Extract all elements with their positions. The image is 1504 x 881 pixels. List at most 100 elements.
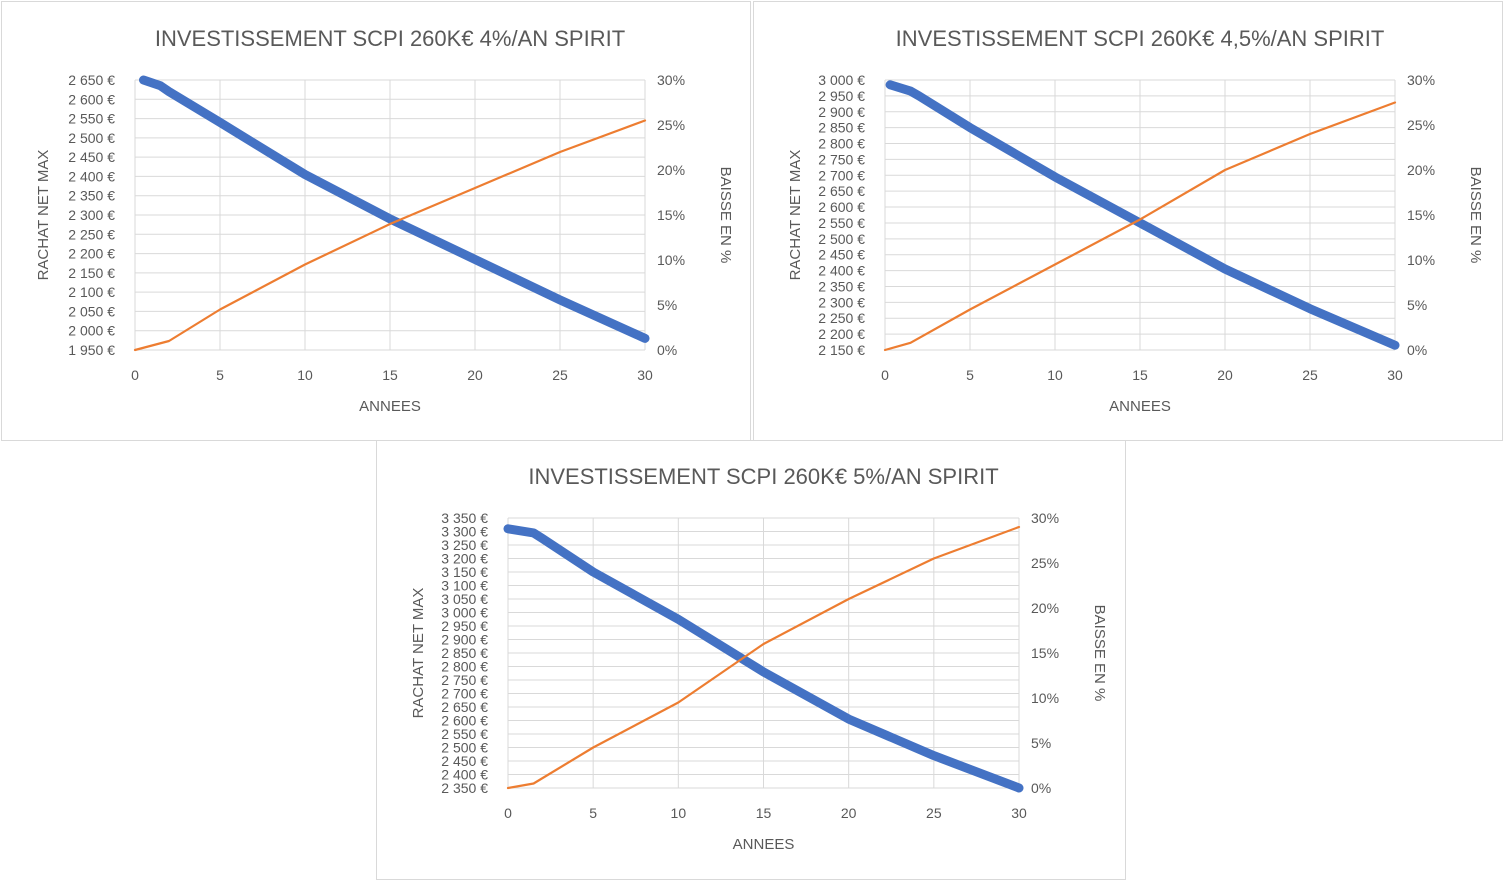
y-tick-label: 2 500 €: [441, 740, 488, 756]
y-tick-label: 2 600 €: [818, 199, 865, 215]
y-tick-label: 2 150 €: [68, 265, 115, 281]
y2-tick-label: 10%: [657, 252, 685, 268]
y-tick-label: 2 400 €: [441, 767, 488, 783]
y2-tick-label: 0%: [1031, 780, 1051, 796]
y2-tick-label: 5%: [1407, 297, 1427, 313]
x-tick-label: 10: [671, 805, 687, 821]
series-line-rachat-net-max: [139, 75, 650, 343]
series-line-rachat-net-max: [503, 524, 1024, 793]
chart-svg: INVESTISSEMENT SCPI 260K€ 4,5%/AN SPIRIT…: [787, 26, 1484, 415]
y2-tick-label: 25%: [1407, 117, 1435, 133]
y-tick-label: 2 600 €: [441, 713, 488, 729]
y-tick-label: 2 950 €: [818, 88, 865, 104]
y-tick-label: 3 350 €: [441, 510, 488, 526]
y2-tick-label: 15%: [657, 207, 685, 223]
y-tick-label: 2 450 €: [68, 149, 115, 165]
x-tick-label: 0: [881, 367, 889, 383]
y-tick-label: 2 000 €: [68, 323, 115, 339]
chart-title: INVESTISSEMENT SCPI 260K€ 4,5%/AN SPIRIT: [896, 26, 1385, 51]
y-tick-label: 2 700 €: [441, 686, 488, 702]
x-tick-label: 15: [756, 805, 772, 821]
y2-tick-label: 30%: [657, 72, 685, 88]
x-axis-label: ANNEES: [359, 398, 421, 415]
x-tick-label: 5: [589, 805, 597, 821]
series-line-rachat-net-max: [885, 80, 1400, 350]
y-tick-label: 2 650 €: [818, 183, 865, 199]
y2-tick-label: 15%: [1031, 645, 1059, 661]
y-tick-label: 2 450 €: [441, 753, 488, 769]
y-tick-label: 2 900 €: [441, 632, 488, 648]
y-tick-label: 2 850 €: [818, 120, 865, 136]
y-tick-label: 2 900 €: [818, 104, 865, 120]
y-tick-label: 2 550 €: [818, 215, 865, 231]
y-tick-label: 2 300 €: [818, 294, 865, 310]
y-tick-label: 2 350 €: [68, 188, 115, 204]
y-tick-label: 3 000 €: [818, 72, 865, 88]
chart-svg: INVESTISSEMENT SCPI 260K€ 4%/AN SPIRIT 0 5…: [35, 26, 734, 415]
y2-tick-label: 10%: [1031, 690, 1059, 706]
x-tick-label: 5: [966, 367, 974, 383]
x-axis-label: ANNEES: [1109, 398, 1171, 415]
y-tick-label: 2 750 €: [441, 672, 488, 688]
series-line-baisse-en-pct: [883, 101, 1397, 352]
y-tick-label: 3 250 €: [441, 537, 488, 553]
y2-tick-label: 10%: [1407, 252, 1435, 268]
x-tick-label: 30: [1011, 805, 1027, 821]
y-tick-label: 2 200 €: [818, 326, 865, 342]
series-line-baisse-en-pct: [506, 525, 1021, 790]
x-tick-label: 20: [841, 805, 857, 821]
y-tick-label: 2 250 €: [818, 310, 865, 326]
y-tick-label: 2 300 €: [68, 207, 115, 223]
y-tick-label: 3 100 €: [441, 578, 488, 594]
y-tick-label: 2 250 €: [68, 226, 115, 242]
x-tick-label: 25: [1302, 367, 1318, 383]
y-tick-label: 2 450 €: [818, 247, 865, 263]
y2-tick-label: 5%: [657, 297, 677, 313]
y-tick-label: 2 850 €: [441, 645, 488, 661]
y-tick-label: 2 700 €: [818, 167, 865, 183]
x-tick-label: 20: [1217, 367, 1233, 383]
x-tick-label: 30: [1387, 367, 1403, 383]
y2-axis-label: BAISSE EN %: [1091, 605, 1108, 702]
y-tick-label: 2 050 €: [68, 303, 115, 319]
y-tick-label: 2 800 €: [818, 136, 865, 152]
y-tick-label: 2 400 €: [68, 168, 115, 184]
y-tick-label: 3 000 €: [441, 605, 488, 621]
chart-panel-4-5pct: INVESTISSEMENT SCPI 260K€ 4,5%/AN SPIRIT…: [753, 1, 1503, 441]
x-tick-label: 10: [297, 367, 313, 383]
y2-tick-label: 25%: [657, 117, 685, 133]
y-axis-label: RACHAT NET MAX: [35, 150, 52, 281]
y-axis-label: RACHAT NET MAX: [410, 588, 427, 719]
chart-title: INVESTISSEMENT SCPI 260K€ 5%/AN SPIRIT: [528, 464, 998, 489]
x-tick-label: 30: [637, 367, 653, 383]
y-tick-label: 2 100 €: [68, 284, 115, 300]
x-tick-label: 25: [926, 805, 942, 821]
y-tick-label: 3 200 €: [441, 551, 488, 567]
y2-tick-label: 15%: [1407, 207, 1435, 223]
y-axis-label: RACHAT NET MAX: [787, 150, 804, 281]
y-tick-label: 2 400 €: [818, 263, 865, 279]
y-tick-label: 2 350 €: [818, 278, 865, 294]
y-tick-label: 2 950 €: [441, 618, 488, 634]
x-tick-label: 0: [504, 805, 512, 821]
x-tick-label: 10: [1047, 367, 1063, 383]
x-tick-label: 15: [382, 367, 398, 383]
series-line-baisse-en-pct: [133, 119, 647, 352]
y-tick-label: 3 150 €: [441, 564, 488, 580]
y2-tick-label: 0%: [657, 342, 677, 358]
y2-axis-label: BAISSE EN %: [717, 167, 734, 264]
y2-tick-label: 20%: [1031, 600, 1059, 616]
y-tick-label: 2 550 €: [441, 726, 488, 742]
y-tick-label: 2 650 €: [441, 699, 488, 715]
y2-tick-label: 30%: [1407, 72, 1435, 88]
x-axis-label: ANNEES: [733, 836, 795, 853]
y2-tick-label: 30%: [1031, 510, 1059, 526]
y-tick-label: 3 050 €: [441, 591, 488, 607]
y2-axis-label: BAISSE EN %: [1467, 167, 1484, 264]
x-tick-label: 5: [216, 367, 224, 383]
chart-svg: INVESTISSEMENT SCPI 260K€ 5%/AN SPIRIT 0 5…: [410, 464, 1108, 853]
chart-panel-5pct: INVESTISSEMENT SCPI 260K€ 5%/AN SPIRIT 0 5…: [376, 440, 1126, 880]
y2-tick-label: 20%: [657, 162, 685, 178]
x-tick-label: 25: [552, 367, 568, 383]
y-tick-label: 3 300 €: [441, 524, 488, 540]
